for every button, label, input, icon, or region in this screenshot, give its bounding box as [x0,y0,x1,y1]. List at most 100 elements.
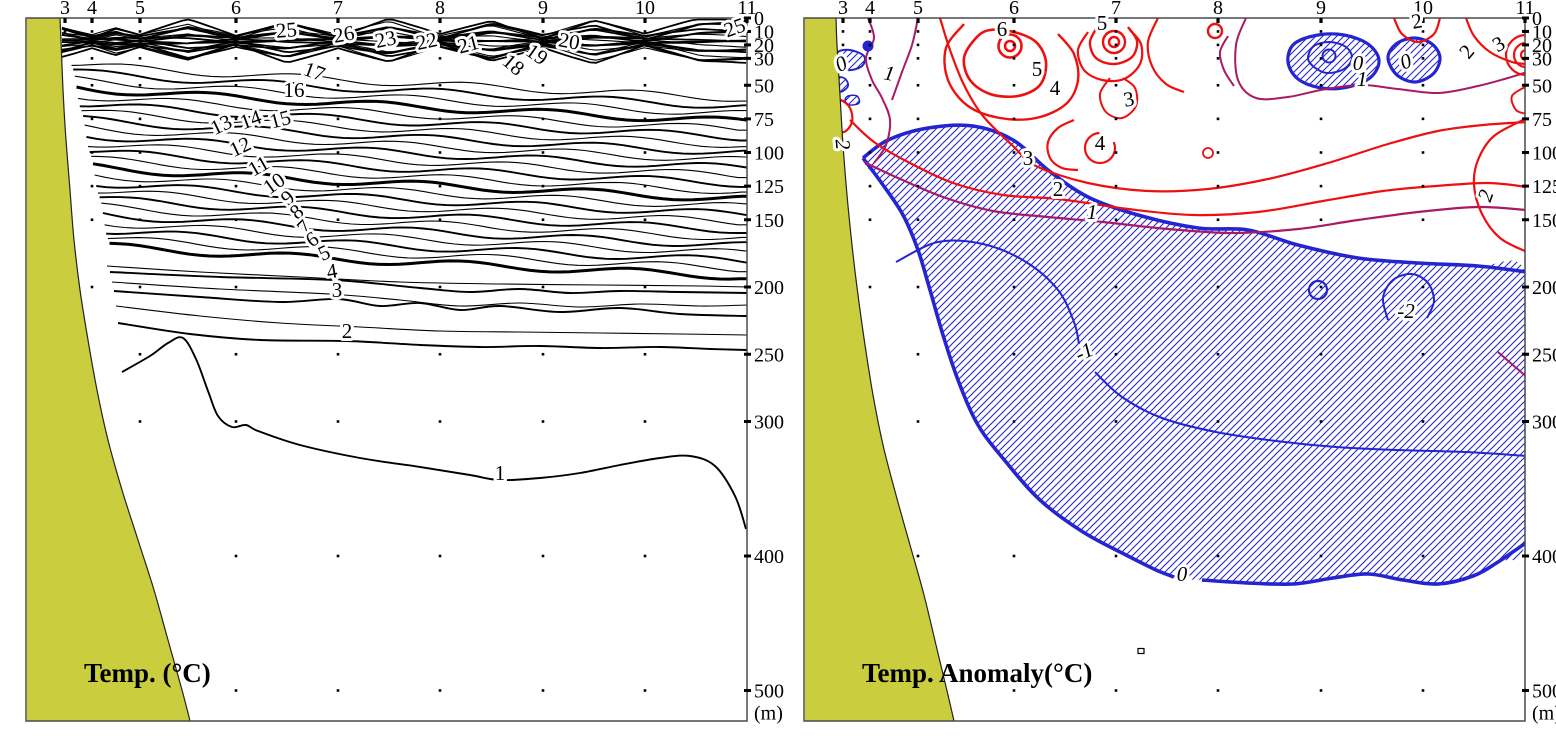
depth-label-400: 400 [1532,546,1556,568]
contour-label-3: 3 [1023,146,1034,170]
sample-dot [916,420,920,423]
sample-dot [1319,184,1323,188]
sample-dot [1216,352,1220,356]
sample-dot [643,30,647,33]
anomaly-contour [1046,118,1079,172]
sample-dot [1319,83,1323,87]
sample-dot [138,184,142,188]
sample-dot [643,184,647,188]
anomaly-contour [861,156,1175,579]
isotherm-14 [79,103,747,142]
depth-label-20: 20 [754,35,774,57]
anomaly-contour [1218,35,1235,87]
depth-tick [744,117,751,121]
station-label-5: 5 [913,0,923,19]
sample-dot [643,83,647,87]
depth-tick [744,16,751,20]
depth-tick [1522,83,1529,87]
sample-dot [1012,43,1016,47]
isotherm-surface-band [61,39,747,52]
sample-dot [1012,554,1016,558]
depth-tick [1522,689,1529,692]
sample-dot [234,30,238,33]
sample-dot [1421,43,1425,47]
sample-dot [841,57,845,60]
sample-dot [1421,117,1425,121]
sample-dot [916,43,920,47]
isotherm-5 [109,241,747,281]
depth-unit-label: (m) [754,703,783,725]
contour-label-14: 14 [237,104,265,134]
station-label-6: 6 [231,0,241,19]
sample-dot [1319,218,1323,222]
sample-dot [90,43,94,47]
depth-tick [744,420,751,423]
sample-dot [868,30,872,33]
sample-dot [916,218,920,222]
isotherm-4 [109,271,747,294]
depth-label-20: 20 [1532,35,1552,57]
anomaly-contour-circle [1083,131,1117,165]
contour-label-22: 22 [414,27,440,55]
sample-dot [234,184,238,188]
coastline [59,17,191,722]
sample-dot [868,184,872,188]
sample-dot [1216,151,1220,154]
isotherm-12.5 [84,124,747,161]
station-tick [1319,18,1323,23]
sample-dot [138,151,142,154]
isotherm-5.5 [107,237,747,273]
isotherm-2.5 [115,305,747,336]
sample-dot [1012,83,1016,87]
anomaly-contour-circle [1512,41,1525,69]
depth-tick [744,56,751,60]
contour-label-1: 1 [495,461,506,485]
depth-unit-label: (m) [1532,703,1556,725]
sample-dot [438,117,442,121]
sample-dot [90,218,94,222]
station-label-4: 4 [87,0,97,19]
anomaly-contour-circle [1107,35,1121,49]
station-label-8: 8 [435,0,445,19]
anomaly-contour-circle [1504,33,1525,77]
depth-tick [1522,56,1529,60]
sample-dot [234,117,238,121]
sample-dot [438,218,442,222]
left-panel-title: Temp. (°C) 16 Aug. 2017 105 Line [84,583,232,750]
sample-dot [336,554,340,558]
sample-dot [916,352,920,356]
sample-dot [868,151,872,154]
sample-dot [234,43,238,47]
sample-dot [1012,689,1016,692]
sample-dot [1216,30,1220,33]
depth-tick [1522,184,1529,188]
sample-dot [868,57,872,60]
isotherm-15.5 [74,75,747,115]
depth-label-30: 30 [1532,48,1552,70]
sample-dot [916,554,920,558]
station-tick [1523,18,1527,23]
depth-label-300: 300 [754,412,784,434]
sample-dot [90,151,94,154]
temp-anomaly-section: 3456789101101020305075100125150200250300… [803,0,1556,725]
isotherm-8 [99,196,747,234]
depth-label-500: 500 [754,681,784,703]
anomaly-contour [864,18,892,164]
depth-label-75: 75 [754,109,774,131]
sample-dot [1421,83,1425,87]
sample-dot [438,57,442,60]
isotherm-surface-band [61,39,747,49]
sample-dot [1319,57,1323,60]
sample-dot [1319,689,1323,692]
sample-dot [138,57,142,60]
sample-dot [1012,184,1016,188]
sample-dot [1421,151,1425,154]
sample-dot [138,352,142,356]
sample-dot [1012,57,1016,60]
depth-label-300: 300 [1532,412,1556,434]
depth-tick [1522,218,1529,222]
sample-dot [1421,420,1425,423]
sample-dot [541,43,545,47]
isotherm-3.5 [111,281,747,308]
sample-dot [63,30,67,33]
